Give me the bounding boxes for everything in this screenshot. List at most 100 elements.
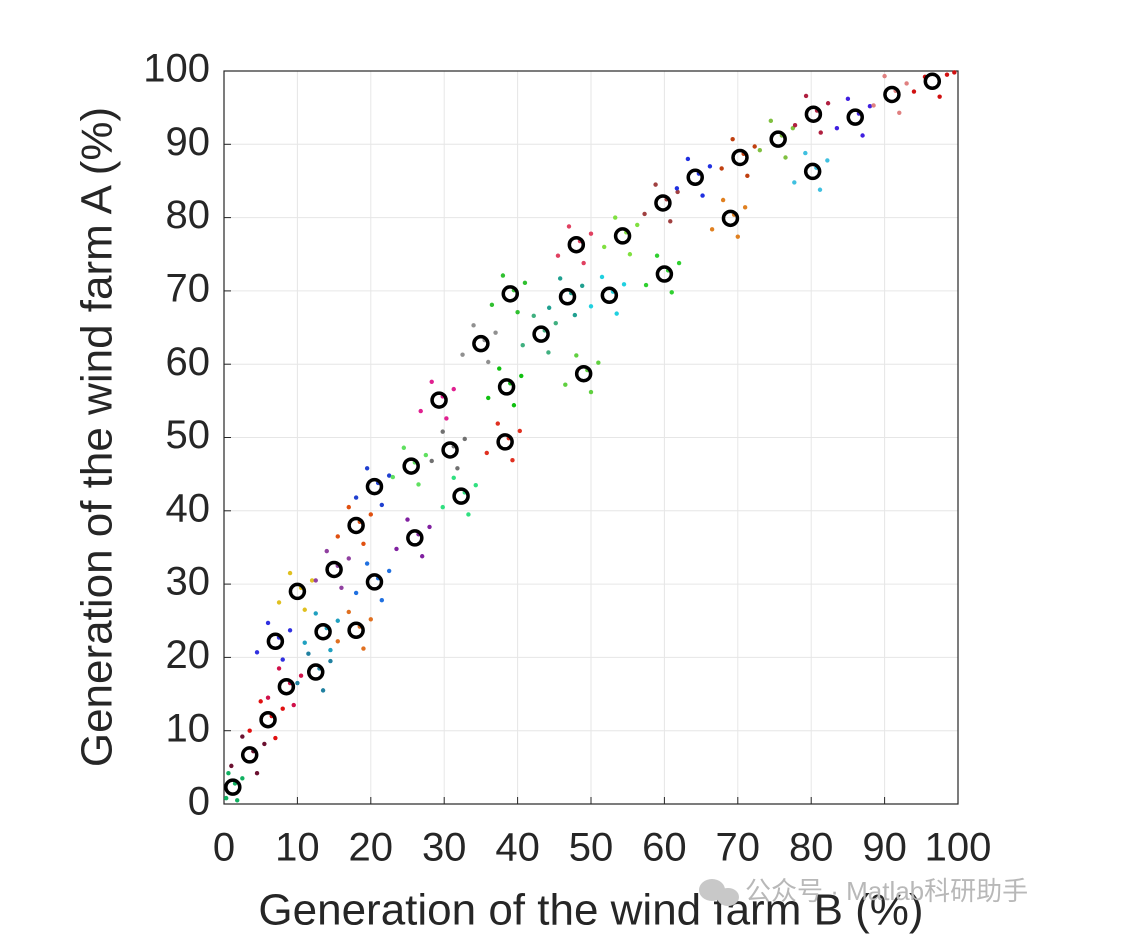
scatter-point [563,382,568,387]
scatter-point [803,93,809,99]
scatter-point [596,360,601,365]
centroid-marker [600,286,619,305]
scatter-point [361,646,366,651]
scatter-point [588,231,594,236]
scatter-point [574,353,579,358]
scatter-point [339,585,344,590]
centroid-marker [574,364,593,383]
centroid-marker [472,334,490,353]
centroid-marker [769,130,787,148]
scatter-point [368,617,373,622]
centroid-marker [452,487,470,505]
scatter-point [707,164,713,169]
scatter-point [423,452,429,458]
scatter-point [834,125,840,131]
scatter-point [473,482,478,488]
scatter-point [416,482,421,487]
scatter-point [306,651,311,656]
scatter-point [510,458,515,463]
centroid-marker [402,457,420,475]
centroid-marker [441,441,459,459]
scatter-point [320,688,326,693]
centroid-marker [406,529,424,547]
scatter-point [817,187,823,192]
centroid-marker [347,516,365,535]
scatter-point [825,101,831,106]
scatter-point [309,578,315,583]
x-tick-label: 40 [495,826,540,870]
x-tick-label: 0 [213,826,235,870]
scatter-point [379,598,385,603]
x-axis-label: Generation of the wind farm B (%) [258,886,923,935]
x-tick-label: 90 [862,826,907,870]
scatter-point [302,640,307,645]
scatter-point [444,416,449,421]
scatter-point [240,776,245,781]
scatter-point [226,771,231,776]
scatter-point [313,611,318,616]
centroid-marker [686,168,704,187]
scatter-point [368,512,373,517]
scatter-point [860,133,865,138]
scatter-point [676,260,682,266]
scatter-point [557,276,563,281]
scatter-point [825,158,830,163]
centroid-marker [567,235,586,254]
scatter-point [324,548,329,554]
scatter-point [602,244,607,250]
scatter-point [882,73,887,79]
scatter-point [803,150,808,156]
scatter-point [466,512,471,517]
centroid-marker [846,108,864,126]
scatter-point [642,211,647,217]
scatter-point [287,570,293,576]
y-tick-label: 100 [143,47,210,91]
centroid-marker [654,194,672,212]
centroid-marker [558,288,577,306]
centroid-marker [804,105,823,123]
x-tick-label: 30 [422,826,467,870]
scatter-point [500,273,506,278]
y-tick-label: 0 [188,780,210,824]
centroid-marker [347,621,365,640]
x-tick-label: 60 [642,826,687,870]
scatter-point [486,359,491,365]
scatter-point [818,130,823,135]
scatter-point [675,189,680,195]
centroid-marker [240,746,259,764]
scatter-point [240,734,245,739]
centroid-marker [803,162,822,181]
centroid-marker [496,433,514,451]
scatter-point [335,618,340,623]
scatter-point [401,445,407,450]
watermark-icon [699,879,739,906]
scatter-point [295,680,300,686]
scatter-point [621,282,627,287]
centroid-marker [325,560,343,579]
scatter-point [783,155,788,160]
scatter-point [462,436,467,442]
centroid-marker [266,632,285,651]
scatter-point [531,313,536,319]
scatter-point [643,282,649,288]
scatter-point [511,403,517,408]
centroid-marker [307,663,325,681]
scatter-point [519,373,524,379]
scatter-point [276,600,282,605]
scatter-point [229,763,234,769]
scatter-point [486,395,491,401]
scatter-point [265,620,271,626]
y-tick-label: 20 [166,633,211,677]
centroid-marker [224,778,242,796]
scatter-point [627,252,633,257]
scatter-point [335,639,340,644]
scatter-point [440,429,445,434]
scatter-point [792,123,798,128]
scatter-point [904,81,909,86]
scatter-point [224,795,229,801]
y-tick-label: 10 [166,706,211,750]
scatter-point [346,609,351,615]
centroid-marker [923,72,942,91]
scatter-point [364,466,370,471]
centroid-marker [497,378,516,396]
